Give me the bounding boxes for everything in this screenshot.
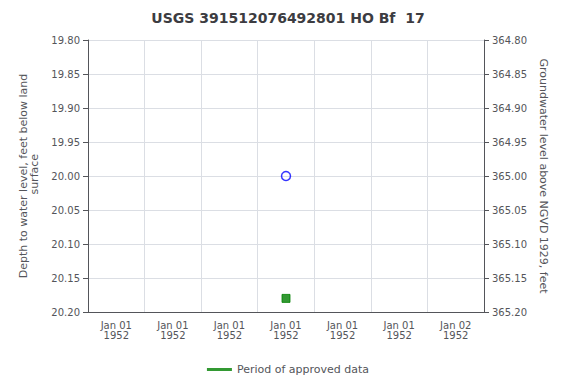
svg-text:Jan 01: Jan 01 <box>270 319 302 331</box>
svg-text:19.95: 19.95 <box>51 137 80 148</box>
svg-text:20.20: 20.20 <box>51 307 80 318</box>
svg-text:Jan 02: Jan 02 <box>440 319 472 331</box>
svg-text:365.05: 365.05 <box>492 205 527 216</box>
svg-text:20.10: 20.10 <box>51 239 80 250</box>
svg-text:1952: 1952 <box>330 330 355 341</box>
svg-text:20.15: 20.15 <box>51 273 80 284</box>
svg-text:20.05: 20.05 <box>51 205 80 216</box>
svg-text:1952: 1952 <box>273 330 298 341</box>
svg-text:1952: 1952 <box>386 330 411 341</box>
svg-text:364.85: 364.85 <box>492 69 527 80</box>
svg-text:364.80: 364.80 <box>492 35 527 46</box>
svg-text:Jan 01: Jan 01 <box>213 319 246 331</box>
svg-text:Groundwater level above NGVD 1: Groundwater level above NGVD 1929, feet <box>537 58 550 294</box>
svg-text:364.90: 364.90 <box>492 103 527 114</box>
svg-text:19.90: 19.90 <box>51 103 80 114</box>
svg-text:Jan 01: Jan 01 <box>157 319 189 331</box>
svg-text:Jan 01: Jan 01 <box>326 319 359 331</box>
svg-text:1952: 1952 <box>104 330 129 341</box>
svg-text:surface: surface <box>28 154 41 198</box>
svg-text:Depth to water level, feet bel: Depth to water level, feet below land <box>17 73 31 279</box>
svg-text:364.95: 364.95 <box>492 137 527 148</box>
svg-text:Jan 01: Jan 01 <box>383 319 415 331</box>
svg-text:20.00: 20.00 <box>51 171 80 182</box>
svg-text:19.85: 19.85 <box>51 69 80 80</box>
svg-text:1952: 1952 <box>160 330 185 341</box>
svg-text:USGS 391512076492801 HO Bf 17: USGS 391512076492801 HO Bf 17 <box>151 10 424 26</box>
svg-text:Period of approved data: Period of approved data <box>237 363 369 376</box>
svg-text:Jan 01: Jan 01 <box>100 319 132 331</box>
svg-text:1952: 1952 <box>443 330 468 341</box>
svg-text:19.80: 19.80 <box>51 35 80 46</box>
svg-text:365.10: 365.10 <box>492 239 527 250</box>
svg-text:1952: 1952 <box>217 330 242 341</box>
svg-text:365.20: 365.20 <box>492 307 527 318</box>
svg-text:365.00: 365.00 <box>492 171 527 182</box>
svg-text:365.15: 365.15 <box>492 273 527 284</box>
